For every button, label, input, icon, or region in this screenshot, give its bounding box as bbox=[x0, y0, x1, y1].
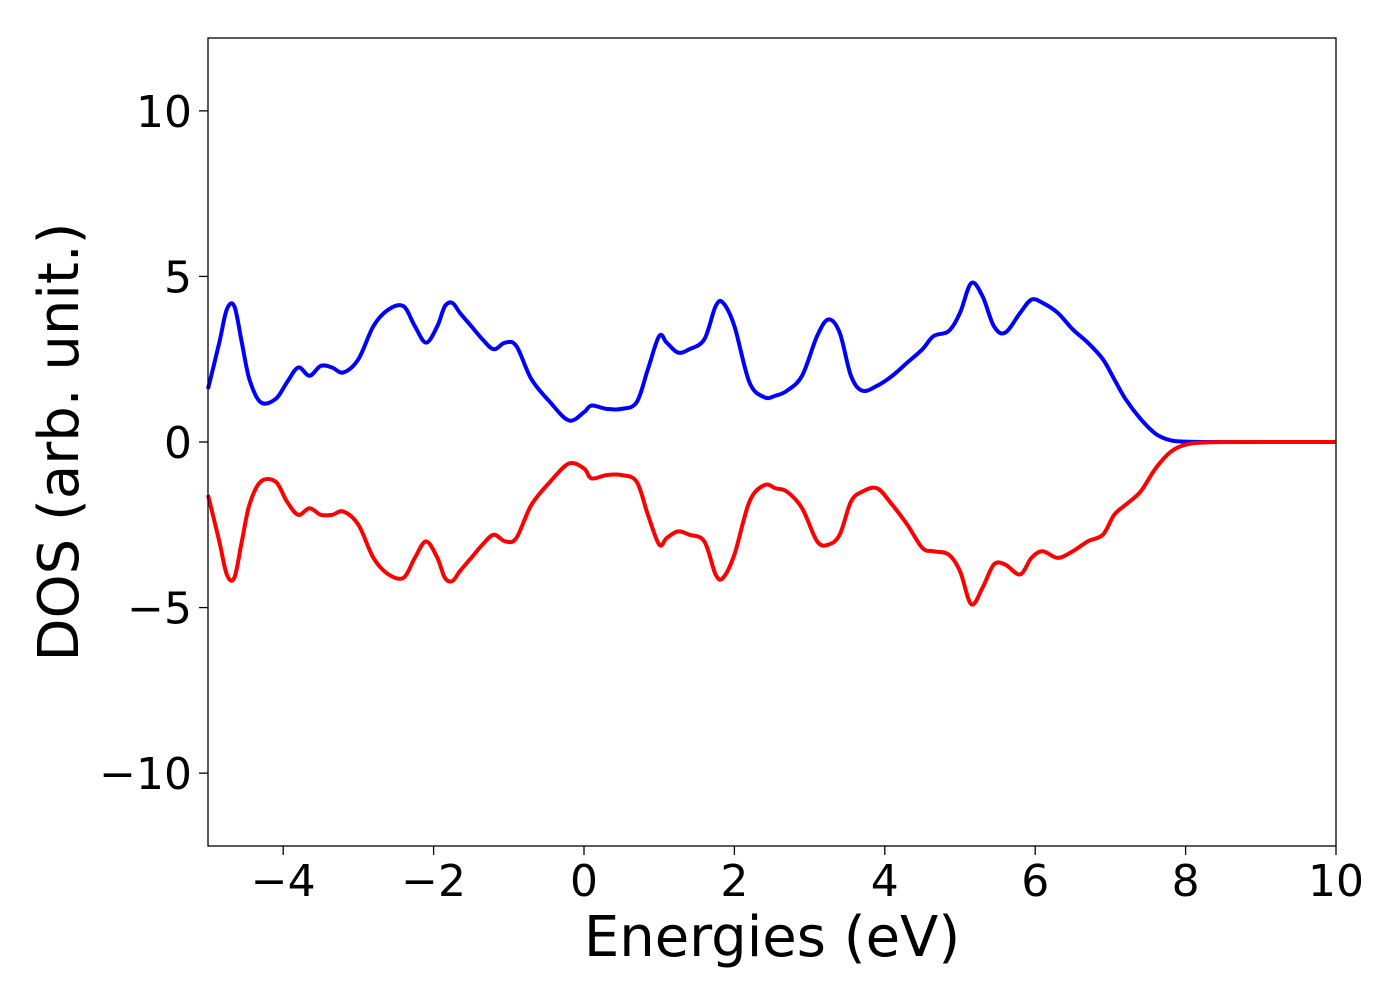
y-tick-label: 10 bbox=[136, 87, 192, 138]
x-tick-label: 2 bbox=[720, 856, 748, 907]
x-tick-label: 4 bbox=[871, 856, 899, 907]
plot-area bbox=[206, 280, 1337, 607]
x-tick-label: −2 bbox=[401, 856, 466, 907]
dos-series-line-negative bbox=[206, 439, 1337, 607]
y-axis-label: DOS (arb. unit.) bbox=[27, 222, 92, 661]
x-tick-label: 0 bbox=[570, 856, 598, 907]
y-tick-label: −10 bbox=[99, 749, 192, 800]
x-tick-label: 10 bbox=[1308, 856, 1364, 907]
dos-series-line-positive bbox=[206, 280, 1336, 445]
y-tick-label: 5 bbox=[164, 252, 192, 303]
x-axis-label: Energies (eV) bbox=[584, 905, 960, 970]
x-tick-label: −4 bbox=[251, 856, 316, 907]
x-axis-ticks: −4 −2 0 2 4 6 8 10 bbox=[251, 846, 1364, 907]
y-axis-ticks: −10 −5 0 5 10 bbox=[99, 87, 208, 800]
y-tick-label: −5 bbox=[127, 584, 192, 635]
x-tick-label: 6 bbox=[1021, 856, 1049, 907]
x-tick-label: 8 bbox=[1172, 856, 1200, 907]
y-tick-label: 0 bbox=[164, 418, 192, 469]
